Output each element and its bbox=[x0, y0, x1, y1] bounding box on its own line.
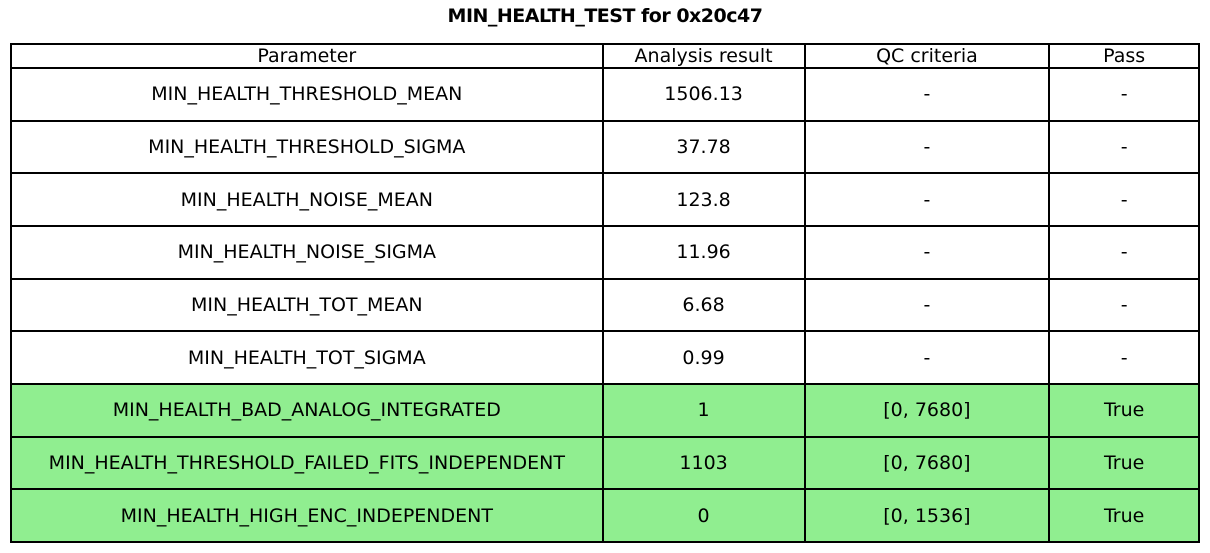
cell-pass: - bbox=[1048, 277, 1200, 333]
cell-qc-criteria: [0, 1536] bbox=[803, 488, 1051, 543]
cell-pass: True bbox=[1048, 382, 1200, 438]
cell-parameter: MIN_HEALTH_THRESHOLD_MEAN bbox=[10, 67, 604, 122]
cell-qc-criteria: [0, 7680] bbox=[803, 435, 1051, 491]
table-row: MIN_HEALTH_TOT_SIGMA 0.99 - - bbox=[10, 330, 1200, 385]
cell-pass: - bbox=[1048, 172, 1200, 227]
cell-parameter: MIN_HEALTH_TOT_SIGMA bbox=[10, 330, 604, 385]
qc-table: Parameter Analysis result QC criteria Pa… bbox=[10, 43, 1200, 543]
cell-parameter: MIN_HEALTH_TOT_MEAN bbox=[10, 277, 604, 333]
table-row: MIN_HEALTH_THRESHOLD_SIGMA 37.78 - - bbox=[10, 119, 1200, 175]
cell-qc-criteria: - bbox=[803, 67, 1051, 122]
table-row: MIN_HEALTH_THRESHOLD_MEAN 1506.13 - - bbox=[10, 67, 1200, 122]
cell-qc-criteria: [0, 7680] bbox=[803, 382, 1051, 438]
cell-parameter: MIN_HEALTH_THRESHOLD_FAILED_FITS_INDEPEN… bbox=[10, 435, 604, 491]
cell-parameter: MIN_HEALTH_NOISE_SIGMA bbox=[10, 224, 604, 280]
cell-analysis-result: 6.68 bbox=[601, 277, 806, 333]
cell-pass: - bbox=[1048, 67, 1200, 122]
table-row: MIN_HEALTH_NOISE_MEAN 123.8 - - bbox=[10, 172, 1200, 227]
cell-analysis-result: 1 bbox=[601, 382, 806, 438]
cell-qc-criteria: - bbox=[803, 172, 1051, 227]
cell-qc-criteria: - bbox=[803, 277, 1051, 333]
cell-analysis-result: 123.8 bbox=[601, 172, 806, 227]
cell-analysis-result: 0.99 bbox=[601, 330, 806, 385]
cell-pass: - bbox=[1048, 224, 1200, 280]
cell-parameter: MIN_HEALTH_BAD_ANALOG_INTEGRATED bbox=[10, 382, 604, 438]
cell-pass: - bbox=[1048, 119, 1200, 175]
table-row: MIN_HEALTH_HIGH_ENC_INDEPENDENT 0 [0, 15… bbox=[10, 488, 1200, 543]
cell-analysis-result: 1506.13 bbox=[601, 67, 806, 122]
column-header-qc-criteria: QC criteria bbox=[803, 43, 1051, 69]
table-row: MIN_HEALTH_TOT_MEAN 6.68 - - bbox=[10, 277, 1200, 333]
table-row: MIN_HEALTH_BAD_ANALOG_INTEGRATED 1 [0, 7… bbox=[10, 382, 1200, 438]
column-header-analysis-result: Analysis result bbox=[601, 43, 806, 69]
cell-pass: - bbox=[1048, 330, 1200, 385]
header-row: Parameter Analysis result QC criteria Pa… bbox=[10, 43, 1200, 69]
cell-parameter: MIN_HEALTH_THRESHOLD_SIGMA bbox=[10, 119, 604, 175]
cell-parameter: MIN_HEALTH_HIGH_ENC_INDEPENDENT bbox=[10, 488, 604, 543]
cell-analysis-result: 0 bbox=[601, 488, 806, 543]
table-row: MIN_HEALTH_NOISE_SIGMA 11.96 - - bbox=[10, 224, 1200, 280]
cell-analysis-result: 37.78 bbox=[601, 119, 806, 175]
table-body: MIN_HEALTH_THRESHOLD_MEAN 1506.13 - - MI… bbox=[10, 67, 1200, 543]
cell-qc-criteria: - bbox=[803, 224, 1051, 280]
cell-analysis-result: 1103 bbox=[601, 435, 806, 491]
cell-pass: True bbox=[1048, 435, 1200, 491]
column-header-pass: Pass bbox=[1048, 43, 1200, 69]
column-header-parameter: Parameter bbox=[10, 43, 604, 69]
cell-qc-criteria: - bbox=[803, 330, 1051, 385]
cell-parameter: MIN_HEALTH_NOISE_MEAN bbox=[10, 172, 604, 227]
figure-title: MIN_HEALTH_TEST for 0x20c47 bbox=[447, 5, 763, 27]
table-row: MIN_HEALTH_THRESHOLD_FAILED_FITS_INDEPEN… bbox=[10, 435, 1200, 491]
cell-qc-criteria: - bbox=[803, 119, 1051, 175]
cell-analysis-result: 11.96 bbox=[601, 224, 806, 280]
cell-pass: True bbox=[1048, 488, 1200, 543]
